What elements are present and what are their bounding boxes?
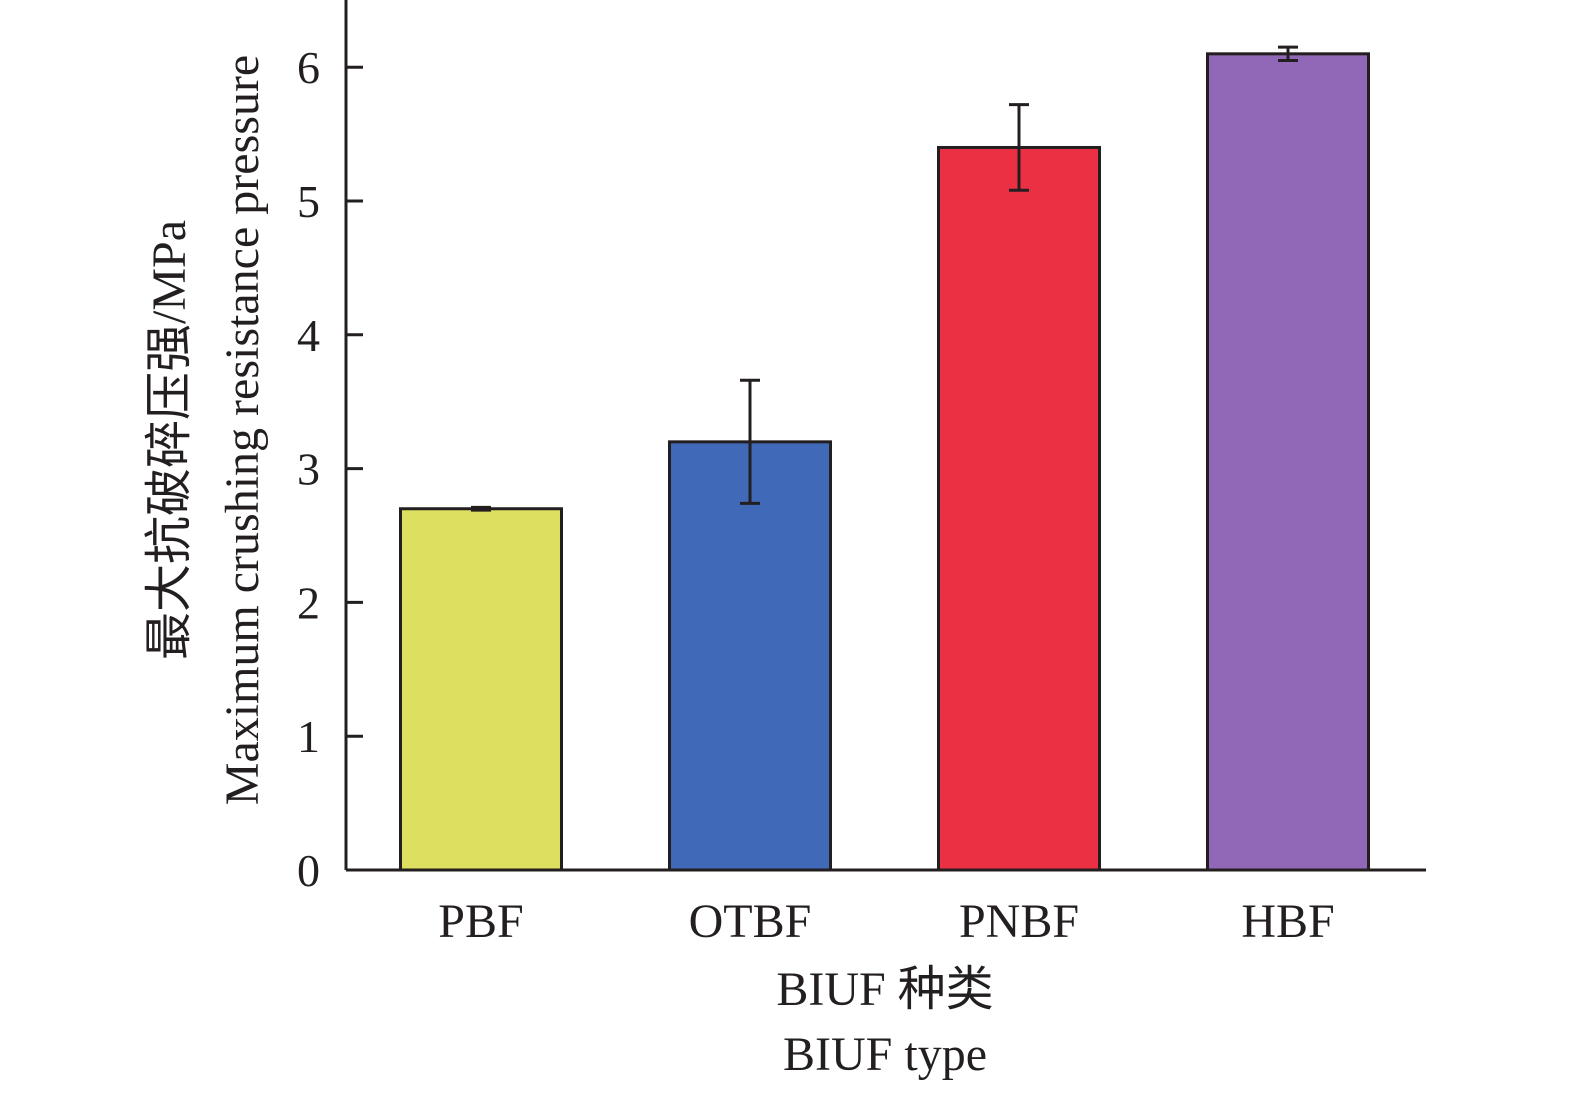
axes-group bbox=[344, 0, 1426, 872]
y-tick-label: 1 bbox=[297, 711, 320, 762]
y-ticks-group: 0 1 2 3 4 5 6 bbox=[297, 42, 363, 896]
y-axis-title-cn: 最大抗破碎压强/MPa bbox=[143, 220, 196, 660]
x-axis-title-cn: BIUF 种类 bbox=[776, 963, 993, 1016]
y-tick-label: 6 bbox=[297, 42, 320, 93]
y-tick-label: 3 bbox=[297, 444, 320, 495]
y-tick-label: 5 bbox=[297, 176, 320, 227]
y-axis-title-2: Maximum crushing resistance pressure bbox=[216, 55, 269, 805]
y-tick-label: 2 bbox=[297, 577, 320, 628]
y-axis-title-en: Maximum crushing resistance pressure bbox=[216, 55, 269, 805]
x-category-label: HBF bbox=[1241, 895, 1334, 948]
bar-otbf bbox=[668, 440, 832, 872]
y-tick-label: 0 bbox=[297, 845, 320, 896]
x-axis-title-en: BIUF type bbox=[783, 1028, 987, 1081]
y-tick-label: 4 bbox=[297, 310, 320, 361]
bars-group bbox=[399, 52, 1370, 872]
bar-hbf bbox=[1206, 52, 1370, 872]
y-axis-title: 最大抗破碎压强/MPa bbox=[143, 220, 196, 660]
bar-pnbf bbox=[937, 145, 1101, 872]
x-category-label: PBF bbox=[438, 895, 523, 948]
x-category-label: OTBF bbox=[689, 895, 812, 948]
bar-pbf bbox=[399, 507, 563, 872]
x-category-label: PNBF bbox=[959, 895, 1079, 948]
error-bars-group bbox=[471, 45, 1298, 512]
x-category-labels: PBF OTBF PNBF HBF bbox=[438, 895, 1334, 948]
